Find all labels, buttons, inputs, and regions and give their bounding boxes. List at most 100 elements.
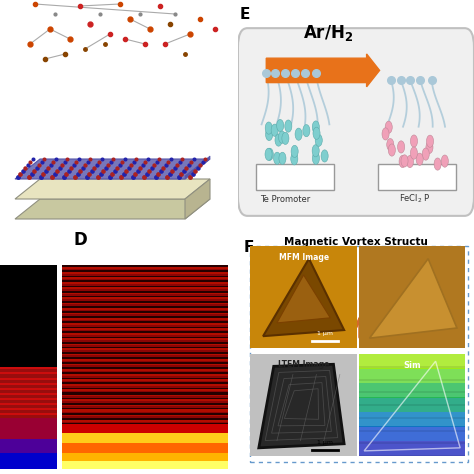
- Bar: [62, 355, 228, 356]
- Bar: [62, 314, 228, 315]
- Bar: [62, 343, 228, 344]
- Bar: [62, 442, 228, 444]
- Bar: [62, 317, 228, 318]
- Bar: [62, 389, 228, 390]
- Text: 1 μm: 1 μm: [317, 440, 333, 445]
- Bar: [0, 408, 57, 409]
- Bar: [0, 303, 57, 304]
- Bar: [0, 427, 57, 428]
- Ellipse shape: [401, 155, 408, 167]
- Bar: [62, 416, 228, 417]
- Bar: [62, 411, 228, 412]
- Bar: [62, 430, 228, 431]
- Bar: [0, 467, 57, 468]
- Bar: [0, 390, 57, 391]
- Bar: [0, 411, 57, 412]
- Bar: [0, 397, 57, 398]
- Bar: [62, 313, 228, 314]
- Polygon shape: [185, 156, 210, 179]
- Bar: [62, 371, 228, 372]
- Bar: [0, 331, 57, 333]
- Bar: [62, 288, 228, 289]
- Bar: [0, 359, 57, 360]
- Bar: [0, 328, 57, 329]
- Bar: [0, 409, 57, 410]
- Bar: [0, 327, 57, 328]
- Bar: [0, 424, 57, 426]
- Bar: [62, 337, 228, 338]
- Bar: [62, 451, 228, 452]
- Ellipse shape: [321, 150, 328, 162]
- Bar: [62, 456, 228, 458]
- Bar: [0, 274, 57, 276]
- Bar: [0, 344, 57, 345]
- Bar: [359, 412, 465, 427]
- Bar: [62, 321, 228, 322]
- Bar: [62, 443, 228, 444]
- Bar: [0, 316, 57, 318]
- Bar: [359, 397, 465, 412]
- Bar: [0, 377, 57, 379]
- Bar: [62, 441, 228, 442]
- Bar: [62, 440, 228, 441]
- Bar: [62, 346, 228, 347]
- Bar: [0, 376, 57, 377]
- Bar: [0, 330, 57, 332]
- Bar: [62, 362, 228, 363]
- Polygon shape: [185, 179, 210, 219]
- Bar: [62, 318, 228, 319]
- Bar: [359, 354, 465, 369]
- Bar: [62, 404, 228, 405]
- Bar: [62, 383, 228, 384]
- Bar: [0, 379, 57, 381]
- Bar: [62, 325, 228, 326]
- Bar: [0, 421, 57, 422]
- Bar: [62, 447, 228, 448]
- Bar: [0, 465, 57, 466]
- Bar: [62, 428, 228, 429]
- Bar: [62, 434, 228, 435]
- Bar: [62, 439, 228, 440]
- Bar: [0, 415, 57, 416]
- Bar: [62, 425, 228, 427]
- Bar: [0, 343, 57, 344]
- Bar: [0, 356, 57, 357]
- Bar: [62, 440, 228, 441]
- Bar: [62, 291, 228, 292]
- Bar: [62, 287, 228, 288]
- Bar: [0, 400, 57, 401]
- Bar: [0, 368, 57, 369]
- Bar: [62, 442, 228, 443]
- Bar: [62, 419, 228, 420]
- Bar: [62, 423, 228, 424]
- Bar: [62, 393, 228, 394]
- Bar: [62, 312, 228, 313]
- Bar: [0, 270, 57, 272]
- Bar: [62, 353, 228, 354]
- Bar: [62, 296, 228, 297]
- Text: 1 μm: 1 μm: [317, 331, 333, 336]
- Bar: [0, 304, 57, 305]
- Bar: [62, 407, 228, 408]
- Bar: [0, 351, 57, 352]
- Bar: [0, 347, 57, 348]
- Bar: [0, 450, 57, 451]
- Text: Magnetic Vortex Structu: Magnetic Vortex Structu: [284, 237, 428, 247]
- Bar: [0, 429, 57, 430]
- Bar: [62, 305, 228, 306]
- Bar: [62, 374, 228, 375]
- Bar: [62, 363, 228, 364]
- Bar: [62, 421, 228, 422]
- Bar: [62, 373, 228, 374]
- Ellipse shape: [388, 144, 395, 156]
- Bar: [62, 298, 228, 300]
- Ellipse shape: [313, 127, 320, 139]
- Bar: [62, 434, 228, 435]
- Bar: [62, 334, 228, 335]
- Bar: [62, 365, 228, 367]
- Ellipse shape: [434, 158, 441, 170]
- Bar: [0, 324, 57, 326]
- Bar: [62, 455, 228, 456]
- Bar: [62, 403, 228, 404]
- Bar: [62, 289, 228, 290]
